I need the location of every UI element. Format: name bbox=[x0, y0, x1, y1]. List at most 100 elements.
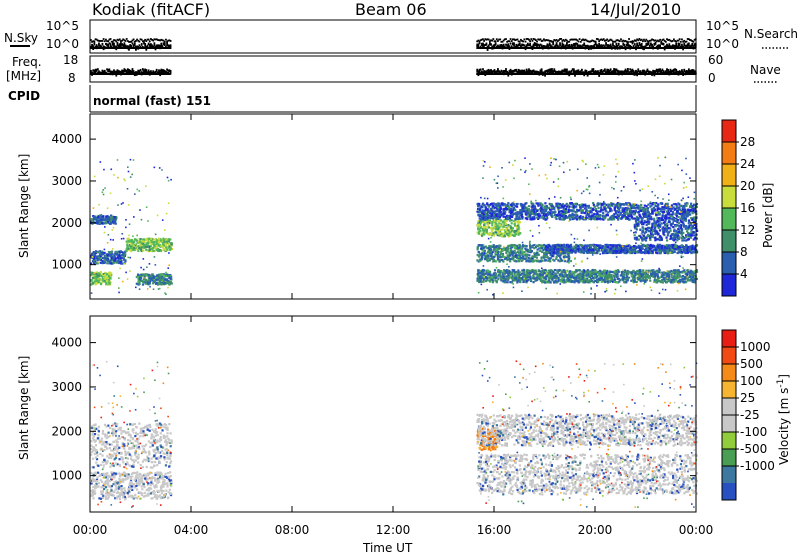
power-cell bbox=[623, 203, 626, 206]
power-cell bbox=[533, 215, 536, 218]
power-cell bbox=[517, 219, 520, 222]
nsky-point bbox=[597, 38, 599, 41]
power-cell bbox=[478, 228, 481, 231]
freq-point bbox=[118, 70, 121, 73]
freq-point bbox=[613, 71, 615, 74]
freq-point bbox=[582, 71, 584, 74]
power-cell bbox=[484, 225, 487, 229]
nsky-point bbox=[102, 38, 105, 40]
power-cell bbox=[571, 279, 574, 283]
nsky-point bbox=[486, 38, 489, 41]
freq-point bbox=[516, 70, 519, 74]
power-cell bbox=[560, 218, 564, 221]
nsky-point bbox=[162, 39, 165, 42]
power-cell bbox=[487, 248, 491, 251]
nsky-point bbox=[563, 45, 566, 49]
nsky-point bbox=[586, 44, 589, 49]
nsky-point bbox=[555, 39, 558, 41]
power-cell bbox=[640, 217, 643, 220]
power-cell bbox=[529, 258, 532, 261]
power-cell bbox=[519, 202, 522, 206]
power-cell bbox=[634, 209, 637, 212]
nsky-point bbox=[95, 44, 98, 50]
power-cell bbox=[532, 270, 535, 274]
power-cell bbox=[491, 209, 494, 212]
power-cell bbox=[167, 280, 170, 283]
power-cell bbox=[494, 221, 497, 224]
power-cell bbox=[515, 257, 519, 260]
power-cell bbox=[149, 244, 152, 248]
power-cell bbox=[508, 219, 512, 222]
nsky-point bbox=[572, 43, 575, 47]
power-cell bbox=[600, 270, 603, 274]
freq-point bbox=[548, 68, 551, 72]
freq-point bbox=[632, 70, 635, 72]
power-cell bbox=[665, 281, 668, 284]
freq-point bbox=[150, 70, 152, 73]
nsky-point bbox=[110, 45, 113, 48]
power-cell bbox=[627, 270, 630, 274]
power-cell bbox=[580, 280, 583, 283]
nsky-point bbox=[601, 44, 604, 49]
power-cell bbox=[122, 257, 125, 260]
power-cell bbox=[540, 208, 543, 211]
power-cell bbox=[485, 255, 488, 258]
power-cell bbox=[498, 222, 501, 225]
power-cell bbox=[629, 211, 632, 214]
power-cell bbox=[577, 273, 580, 276]
freq-point bbox=[553, 68, 556, 72]
power-cell bbox=[496, 224, 499, 227]
freq-point bbox=[661, 72, 664, 74]
power-cell bbox=[513, 231, 516, 234]
power-cell bbox=[572, 205, 576, 208]
power-cell bbox=[571, 205, 574, 209]
power-cell bbox=[102, 253, 105, 256]
power-cell bbox=[595, 209, 598, 213]
power-cell bbox=[562, 207, 565, 211]
power-cell bbox=[146, 239, 149, 242]
power-cell bbox=[526, 248, 529, 251]
nsky-point bbox=[153, 42, 156, 47]
power-cell bbox=[570, 215, 573, 218]
power-cell bbox=[667, 209, 670, 213]
power-cell bbox=[582, 281, 585, 284]
power-cell bbox=[162, 239, 166, 242]
power-cell bbox=[565, 205, 568, 208]
power-cell bbox=[688, 271, 691, 274]
power-cell bbox=[683, 216, 686, 219]
nsky-point bbox=[579, 44, 582, 49]
freq-point bbox=[505, 68, 507, 72]
power-cell bbox=[533, 272, 536, 275]
nsky-point bbox=[485, 38, 488, 41]
power-cell bbox=[507, 229, 510, 232]
power-cell bbox=[112, 257, 115, 260]
power-cell bbox=[102, 280, 105, 283]
power-cell bbox=[512, 278, 515, 281]
power-cell bbox=[618, 209, 621, 213]
nsky-point bbox=[117, 39, 120, 42]
power-cell bbox=[656, 275, 660, 278]
power-cell bbox=[505, 251, 508, 255]
nsky-point bbox=[510, 45, 513, 49]
nsky-point bbox=[515, 43, 518, 49]
power-cell bbox=[491, 255, 494, 258]
power-cell bbox=[581, 216, 584, 219]
power-cell bbox=[151, 247, 155, 250]
nsky-point bbox=[589, 40, 591, 43]
power-cell bbox=[563, 256, 566, 259]
power-cell bbox=[547, 269, 551, 272]
power-cell bbox=[490, 233, 493, 236]
power-cell bbox=[522, 272, 526, 275]
power-cell bbox=[513, 229, 516, 233]
power-cell bbox=[94, 278, 97, 281]
power-cell bbox=[479, 253, 482, 257]
power-cell bbox=[499, 219, 502, 222]
nsky-point bbox=[482, 42, 484, 48]
power-cell bbox=[97, 251, 100, 254]
power-cell bbox=[513, 207, 516, 210]
power-cell bbox=[590, 211, 593, 214]
power-cell bbox=[526, 253, 529, 256]
power-cell bbox=[526, 276, 529, 279]
freq-point bbox=[649, 71, 652, 75]
power-cell bbox=[504, 220, 507, 223]
